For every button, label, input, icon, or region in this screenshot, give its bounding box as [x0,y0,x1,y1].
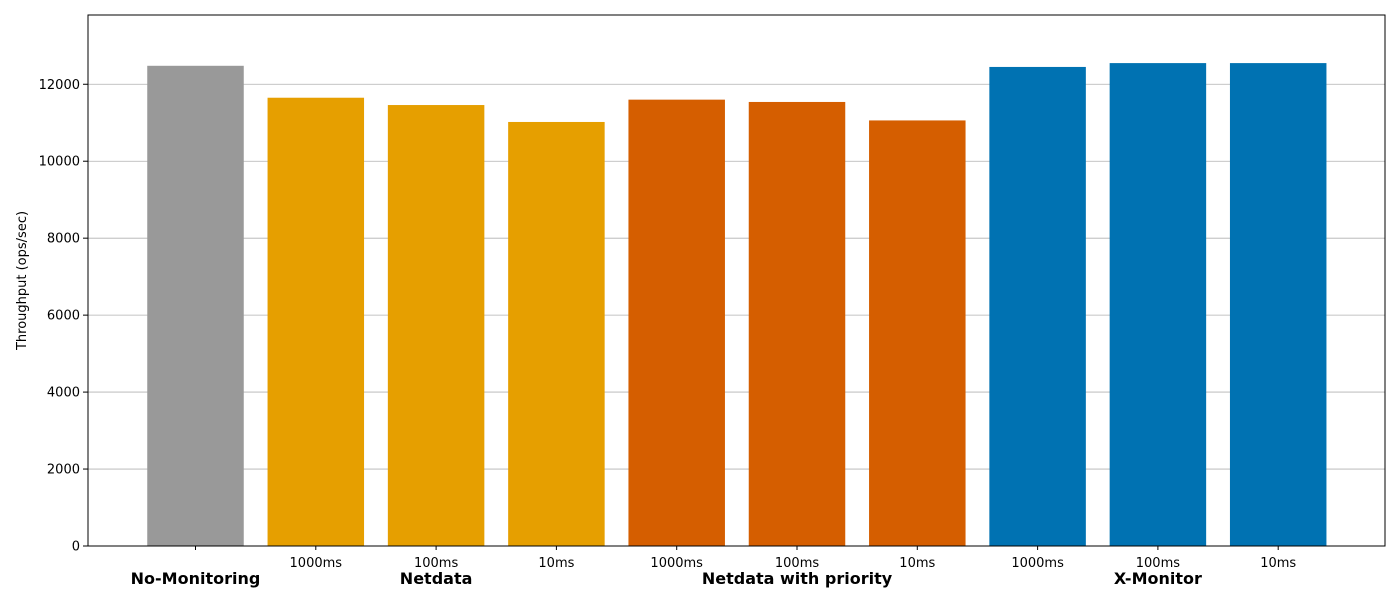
group-labels: No-Monitoring Netdata Netdata with priorit… [131,569,1202,588]
bar [869,120,966,547]
x-tick-label: 100ms [775,556,819,571]
group-label: No-Monitoring [131,569,261,588]
bar [1109,63,1207,546]
x-tick-label: 10ms [1260,556,1296,571]
bar [387,105,485,547]
bar [1229,63,1327,546]
bar [628,99,725,547]
y-tick-label: 4000 [47,386,80,401]
group-label: Netdata [400,569,473,588]
bars [147,63,1327,547]
y-tick-label: 6000 [47,309,80,324]
y-tick-label: 8000 [47,232,80,247]
bar [508,121,605,546]
bar [989,66,1086,547]
y-axis-title: Throughput (ops/sec) [15,211,30,351]
bar [147,65,244,546]
y-tick-label: 0 [72,540,80,555]
x-tick-label: 1000ms [1011,556,1064,571]
y-tick-label: 2000 [47,463,80,478]
bar [748,101,846,546]
x-tick-label: 100ms [1136,556,1180,571]
x-tick-label: 10ms [899,556,935,571]
x-tick-label: 1000ms [290,556,343,571]
y-axis-ticks: 0 2000 4000 6000 8000 10000 12000 [39,78,88,555]
y-tick-label: 10000 [39,155,80,170]
group-label: Netdata with priority [702,569,893,588]
x-tick-label: 100ms [414,556,458,571]
x-tick-label: 1000ms [650,556,703,571]
x-tick-label: 10ms [538,556,574,571]
group-label: X-Monitor [1114,569,1202,588]
x-axis-ticks: 1000ms 100ms 10ms 1000ms 100ms 10ms 1000ms 100m… [195,546,1296,571]
y-tick-label: 12000 [39,78,80,93]
bar [267,97,365,546]
plot-frame [87,14,1386,547]
